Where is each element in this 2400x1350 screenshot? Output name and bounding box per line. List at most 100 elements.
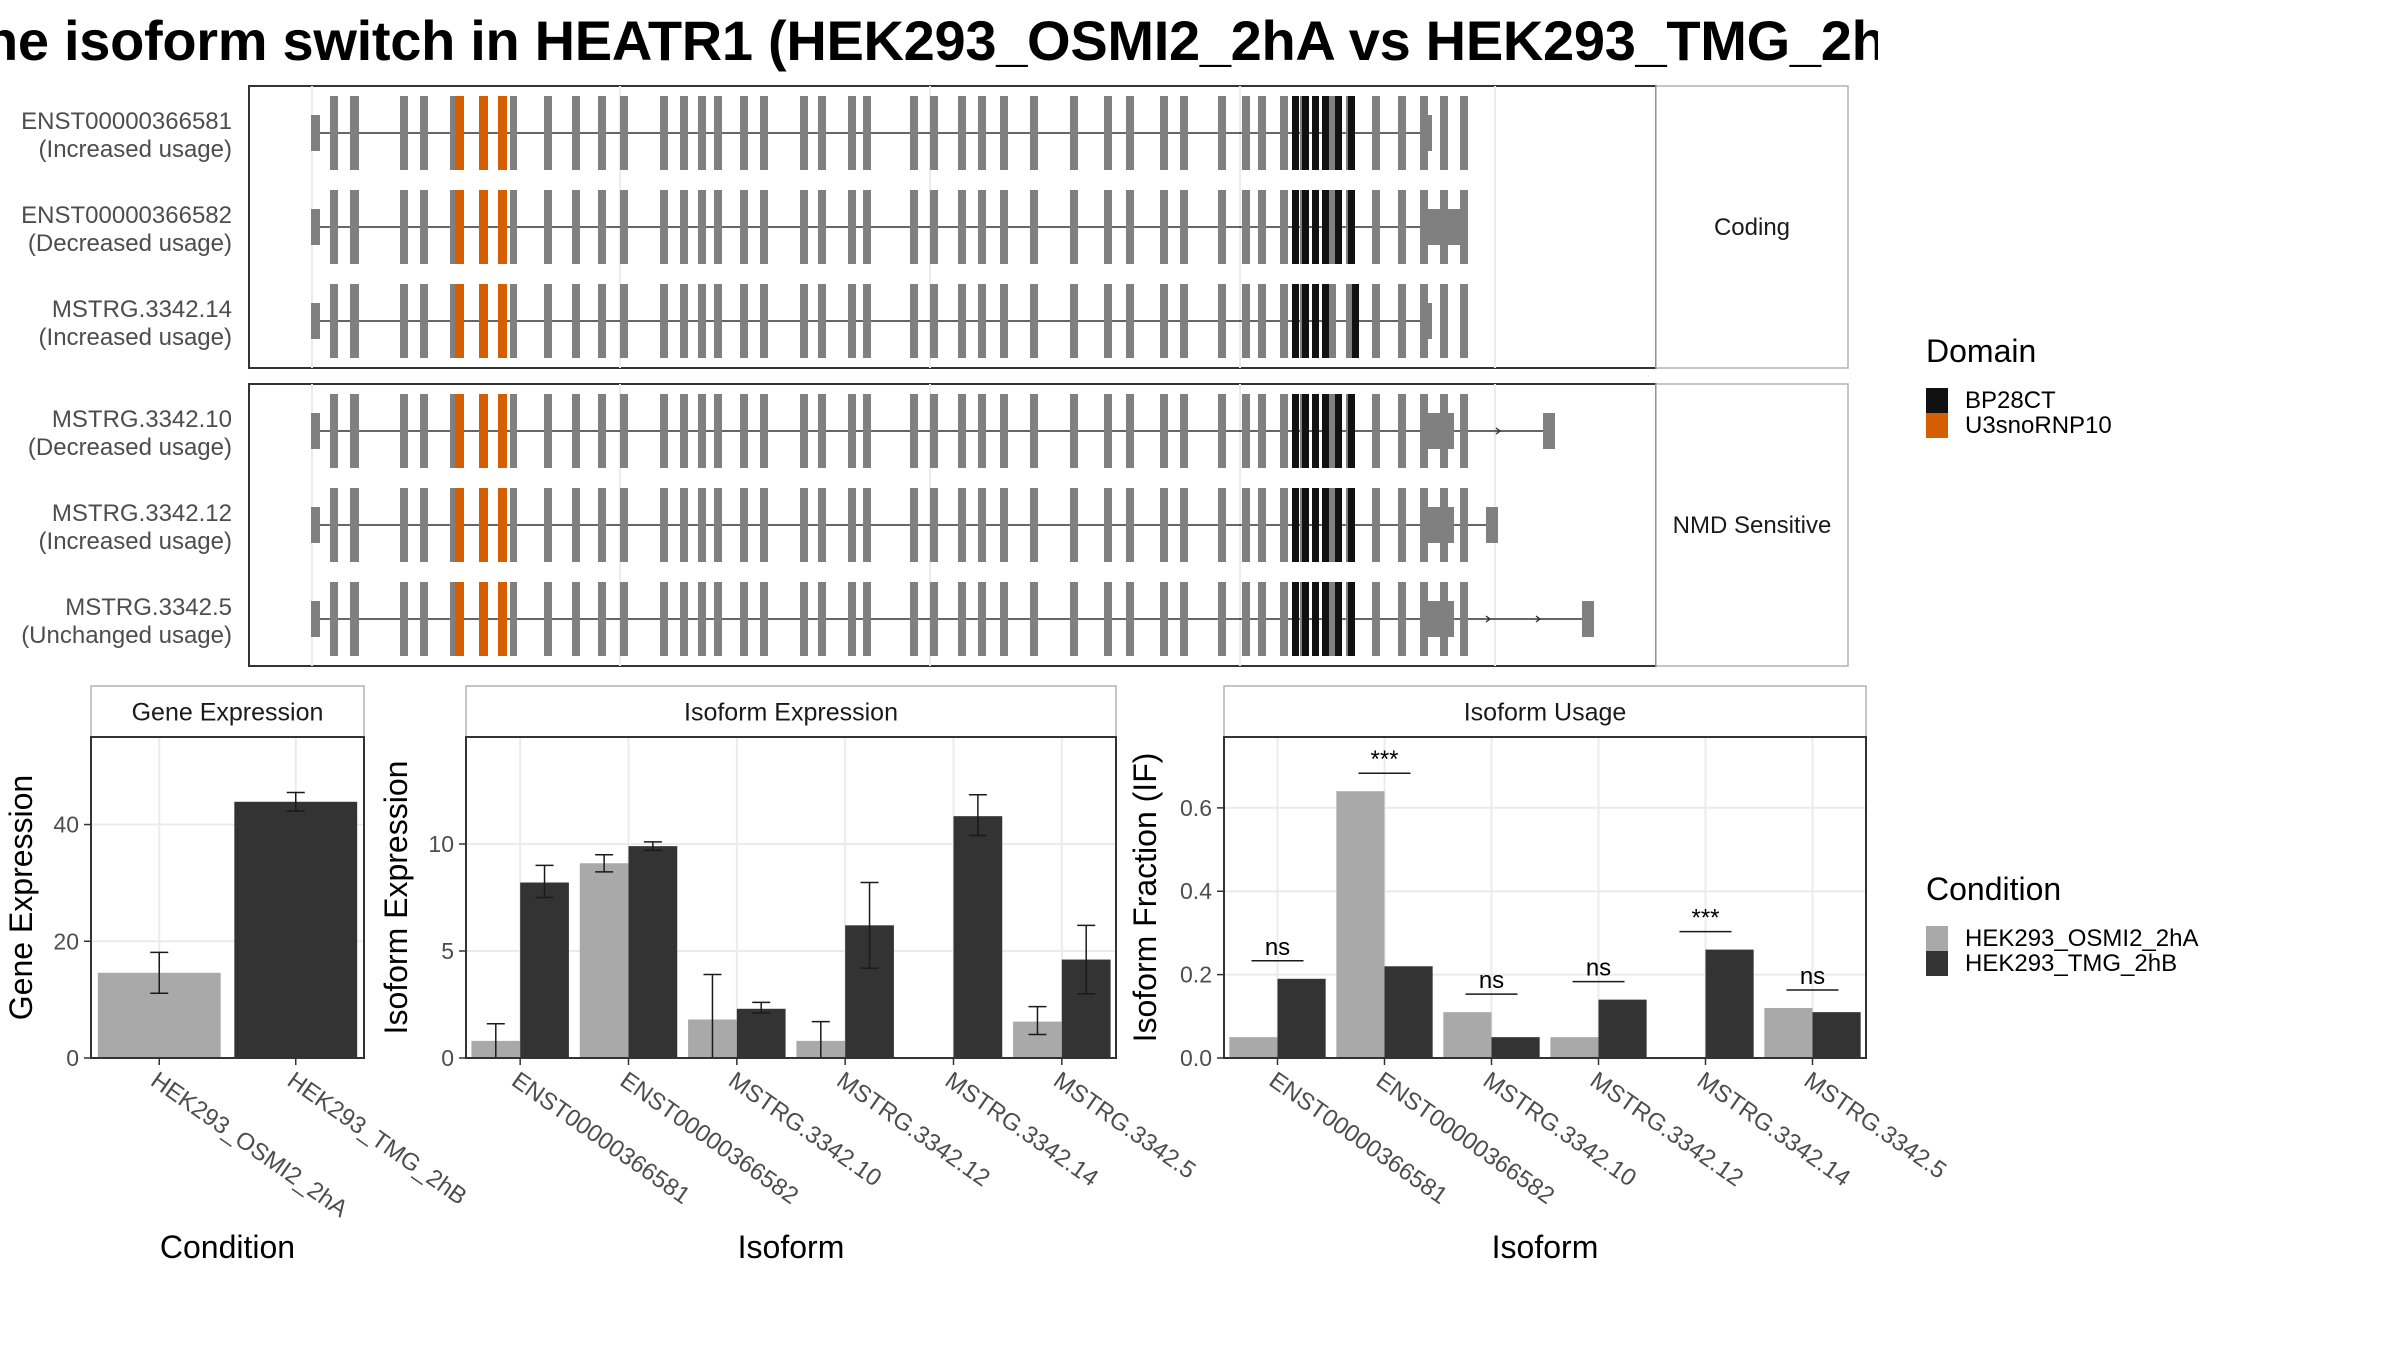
exon [420, 582, 428, 656]
facet-1: NMD Sensitive MSTRG.3342.10(Decreased usa… [21, 383, 1849, 667]
exon [958, 284, 966, 358]
facet-strip [1655, 85, 1849, 369]
exon [1030, 190, 1038, 264]
domain-bp28ct [1312, 284, 1319, 358]
exon [958, 190, 966, 264]
exon [740, 582, 748, 656]
exon [1460, 284, 1468, 358]
exon [1070, 488, 1078, 562]
exon [818, 394, 826, 468]
domain-bp28ct [1312, 394, 1319, 468]
transcript-id: MSTRG.3342.10 [52, 406, 232, 433]
exon [760, 394, 768, 468]
bar [1229, 1037, 1278, 1058]
exon [1000, 284, 1008, 358]
exon [1258, 394, 1266, 468]
exon [978, 394, 986, 468]
exon [1030, 96, 1038, 170]
exon [330, 394, 338, 468]
domain-bp28ct [1335, 394, 1342, 468]
domain-bp28ct [1292, 190, 1299, 264]
direction-arrow [1485, 615, 1492, 623]
significance-label: *** [1691, 905, 1719, 932]
exon [1160, 394, 1168, 468]
exon [1328, 284, 1336, 358]
exon [698, 96, 706, 170]
exon [930, 394, 938, 468]
exon [450, 284, 458, 358]
exon [1030, 284, 1038, 358]
exon [818, 96, 826, 170]
exon [620, 190, 628, 264]
exon [330, 582, 338, 656]
significance-label: *** [1370, 746, 1398, 773]
exon [1346, 284, 1354, 358]
exon [330, 190, 338, 264]
exon [1070, 582, 1078, 656]
transcript-row: MSTRG.3342.5(Unchanged usage) [21, 582, 1594, 656]
exon [978, 582, 986, 656]
exon [660, 582, 668, 656]
exon [818, 488, 826, 562]
exon [620, 394, 628, 468]
exon [330, 96, 338, 170]
exon [1460, 488, 1468, 562]
exon [544, 284, 552, 358]
chart-strip [465, 685, 1117, 738]
exon [1104, 582, 1112, 656]
transcript-id: ENST00000366581 [21, 108, 232, 135]
exon [598, 394, 606, 468]
exon [910, 582, 918, 656]
y-tick-label: 0.0 [1180, 1045, 1212, 1071]
exon [420, 190, 428, 264]
domain-bp28ct [1335, 96, 1342, 170]
chart-title: Isoform Usage [1464, 699, 1627, 727]
exon [1218, 190, 1226, 264]
exon [420, 96, 428, 170]
exon [572, 190, 580, 264]
chart-1: Isoform Expression 0 5 10 ENST00000366581ENS… [378, 685, 1200, 1265]
exon [1180, 190, 1188, 264]
bar [1443, 1012, 1492, 1058]
exon [818, 582, 826, 656]
y-tick-label: 0.6 [1180, 795, 1212, 821]
exon [800, 96, 808, 170]
exon [1242, 582, 1250, 656]
bar [1764, 1007, 1813, 1058]
domain-bp28ct [1302, 488, 1309, 562]
chart-2: Isoform Usage 0.0 0.2 0.4 0.6 ENST00000366581… [1127, 685, 1951, 1265]
exon [760, 488, 768, 562]
chart-panel [1224, 737, 1866, 1058]
exon [1126, 284, 1134, 358]
exon [740, 284, 748, 358]
exon [400, 96, 408, 170]
exon [1180, 284, 1188, 358]
legend-swatch [1926, 413, 1948, 438]
exon [598, 190, 606, 264]
exon [1218, 96, 1226, 170]
domain-bp28ct [1335, 582, 1342, 656]
transcript-usage: (Decreased usage) [28, 434, 232, 461]
exon [660, 394, 668, 468]
legend-label: HEK293_TMG_2hB [1965, 950, 2177, 977]
exon [800, 284, 808, 358]
exon [510, 96, 517, 170]
exon [930, 284, 938, 358]
y-tick-label: 0 [66, 1045, 79, 1071]
exon [698, 284, 706, 358]
y-tick-label: 5 [441, 938, 454, 964]
transcript-usage: (Increased usage) [39, 528, 232, 555]
exon [620, 96, 628, 170]
exon [572, 284, 580, 358]
exon [863, 582, 871, 656]
domain-bp28ct [1292, 394, 1299, 468]
exon [350, 190, 359, 264]
domain-bp28ct [1348, 190, 1355, 264]
transcript-usage: (Increased usage) [39, 324, 232, 351]
domain-bp28ct [1292, 284, 1299, 358]
exon [1160, 190, 1168, 264]
exon [330, 284, 338, 358]
exon [740, 190, 748, 264]
exon [1398, 190, 1406, 264]
bar [1705, 949, 1754, 1058]
